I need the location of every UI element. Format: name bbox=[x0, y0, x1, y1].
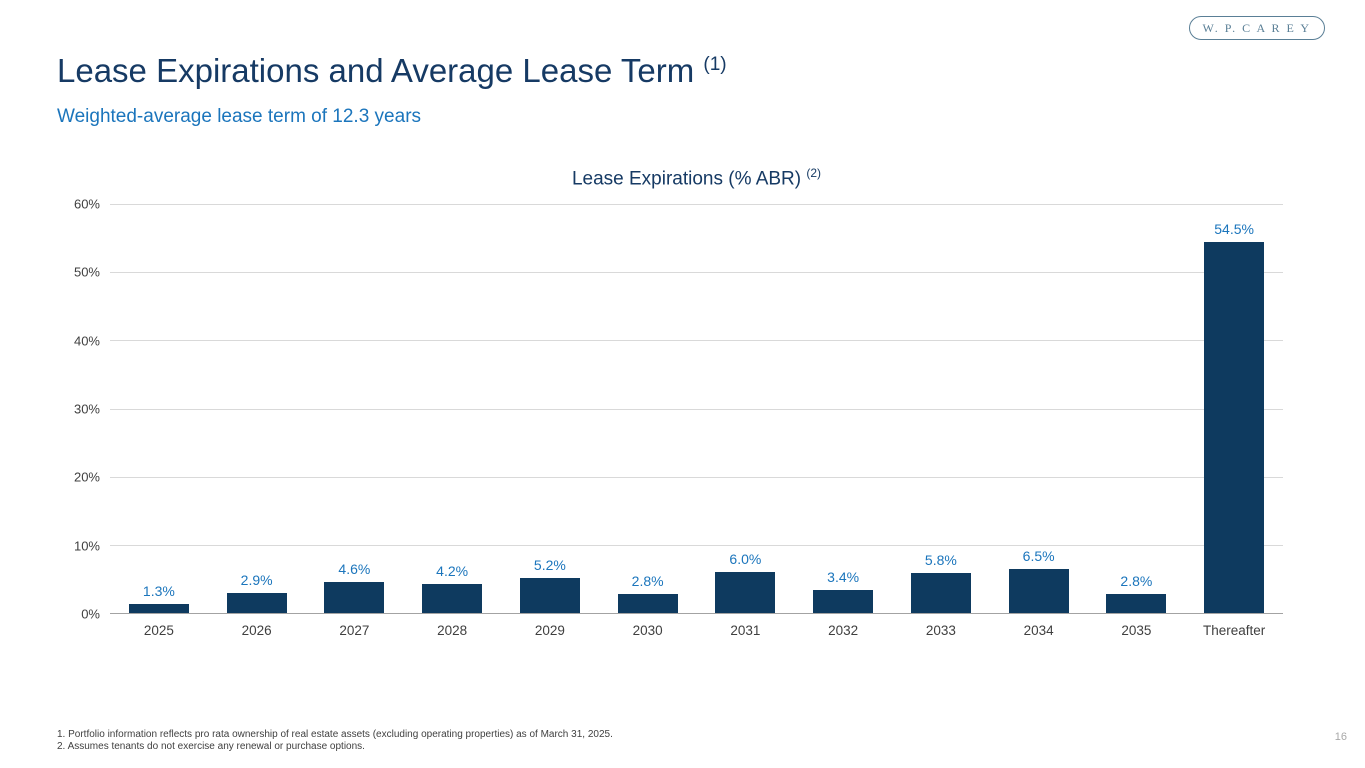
y-tick-label: 50% bbox=[73, 264, 100, 280]
y-tick-label: 10% bbox=[73, 538, 100, 554]
y-axis: 60% 50% 40% 30% 20% 10% 0% bbox=[62, 197, 110, 622]
title-footnote-ref: (1) bbox=[703, 54, 727, 75]
page-subtitle: Weighted-average lease term of 12.3 year… bbox=[57, 106, 422, 127]
x-tick-label: 2033 bbox=[925, 623, 956, 638]
page-number: 16 bbox=[1334, 731, 1347, 743]
lease-expirations-chart: Lease Expirations (% ABR) (2) 60% 50% 40% 3… bbox=[62, 161, 1283, 638]
bar-value-label: 54.5% bbox=[1214, 220, 1254, 237]
bar-value-label: 6.5% bbox=[1022, 547, 1055, 564]
y-tick-label: 0% bbox=[81, 606, 100, 622]
bar-column-2026: 2.9% bbox=[208, 204, 306, 613]
bar-2029 bbox=[519, 577, 580, 613]
bar-value-label: 4.6% bbox=[338, 560, 371, 577]
bar-2028 bbox=[422, 584, 483, 613]
plot-area: 1.3% 2.9% 4.6% 4.2% 5.2% 2.8% 6.0% 3.4% 5.8% 6.5%… bbox=[110, 204, 1283, 614]
y-tick-label: 30% bbox=[73, 401, 100, 417]
footnote-1: 1. Portfolio information reflects pro ra… bbox=[57, 729, 613, 740]
x-tick-label: 2027 bbox=[339, 623, 370, 638]
bar-column-2035: 2.8% bbox=[1088, 204, 1186, 613]
bar-2032 bbox=[813, 589, 874, 613]
bar-value-label: 3.4% bbox=[827, 568, 860, 585]
x-tick-label: 2030 bbox=[632, 623, 663, 638]
bar-2033 bbox=[910, 573, 971, 613]
bar-value-label: 5.8% bbox=[924, 552, 957, 569]
chart-title-footnote-ref: (2) bbox=[806, 166, 822, 180]
bar-column-2034: 6.5% bbox=[990, 204, 1088, 613]
bar-value-label: 5.2% bbox=[533, 556, 566, 573]
wp-carey-logo: W. P. C A R E Y bbox=[1188, 16, 1325, 40]
x-tick-label: 2025 bbox=[143, 623, 174, 638]
x-tick-label: 2032 bbox=[828, 623, 859, 638]
x-tick-label: Thereafter bbox=[1202, 623, 1266, 638]
y-tick-label: 40% bbox=[73, 333, 100, 349]
chart-title: Lease Expirations (% ABR) (2) bbox=[110, 161, 1283, 189]
gridline bbox=[110, 408, 1283, 410]
x-tick-label: 2028 bbox=[437, 623, 468, 638]
bars-row: 1.3% 2.9% 4.6% 4.2% 5.2% 2.8% 6.0% 3.4% 5.8% 6.5%… bbox=[110, 204, 1283, 613]
gridline bbox=[110, 476, 1283, 478]
bar-column-2025: 1.3% bbox=[110, 204, 208, 613]
bar-value-label: 2.8% bbox=[631, 572, 664, 589]
chart-title-text: Lease Expirations (% ABR) bbox=[571, 168, 802, 190]
x-tick-label: 2026 bbox=[241, 623, 272, 638]
bar-column-2033: 5.8% bbox=[892, 204, 990, 613]
y-tick-label: 20% bbox=[73, 469, 100, 485]
plot-wrap: 1.3% 2.9% 4.6% 4.2% 5.2% 2.8% 6.0% 3.4% 5.8% 6.5%… bbox=[110, 204, 1283, 614]
x-tick-label: 2034 bbox=[1023, 623, 1054, 638]
bar-2027 bbox=[324, 581, 385, 613]
y-tick-label: 60% bbox=[73, 196, 100, 212]
footnotes: 1. Portfolio information reflects pro ra… bbox=[57, 729, 613, 752]
footnote-2: 2. Assumes tenants do not exercise any r… bbox=[57, 740, 365, 752]
bar-value-label: 4.2% bbox=[436, 563, 469, 580]
page-title: Lease Expirations and Average Lease Term… bbox=[57, 52, 727, 90]
bar-column-2031: 6.0% bbox=[697, 204, 795, 613]
gridline bbox=[110, 544, 1283, 546]
bar-2025 bbox=[128, 604, 189, 613]
bar-column-2028: 4.2% bbox=[403, 204, 501, 613]
bar-value-label: 1.3% bbox=[142, 583, 175, 600]
bar-2031 bbox=[715, 572, 776, 613]
gridline bbox=[110, 204, 1283, 205]
bar-value-label: 2.9% bbox=[240, 572, 273, 589]
bar-2035 bbox=[1106, 593, 1167, 613]
chart-body: 60% 50% 40% 30% 20% 10% 0% 1.3% 2.9% 4.6% 4.2% 5.2… bbox=[62, 197, 1283, 622]
x-tick-label: 2035 bbox=[1121, 623, 1152, 638]
bar-thereafter bbox=[1204, 241, 1265, 613]
x-tick-label: 2029 bbox=[534, 623, 565, 638]
bar-2026 bbox=[226, 593, 287, 613]
bar-2034 bbox=[1008, 568, 1069, 613]
gridline bbox=[110, 340, 1283, 342]
bar-column-thereafter: 54.5% bbox=[1185, 204, 1283, 613]
bar-column-2029: 5.2% bbox=[501, 204, 599, 613]
gridline bbox=[110, 272, 1283, 274]
page-title-text: Lease Expirations and Average Lease Term bbox=[57, 52, 695, 89]
x-axis: 2025 2026 2027 2028 2029 2030 2031 2032 2033 2034… bbox=[110, 623, 1283, 638]
bar-column-2030: 2.8% bbox=[599, 204, 697, 613]
x-tick-label: 2031 bbox=[730, 623, 761, 638]
bar-column-2032: 3.4% bbox=[794, 204, 892, 613]
bar-value-label: 2.8% bbox=[1120, 572, 1153, 589]
bar-value-label: 6.0% bbox=[729, 551, 762, 568]
bar-column-2027: 4.6% bbox=[306, 204, 404, 613]
bar-2030 bbox=[617, 593, 678, 613]
